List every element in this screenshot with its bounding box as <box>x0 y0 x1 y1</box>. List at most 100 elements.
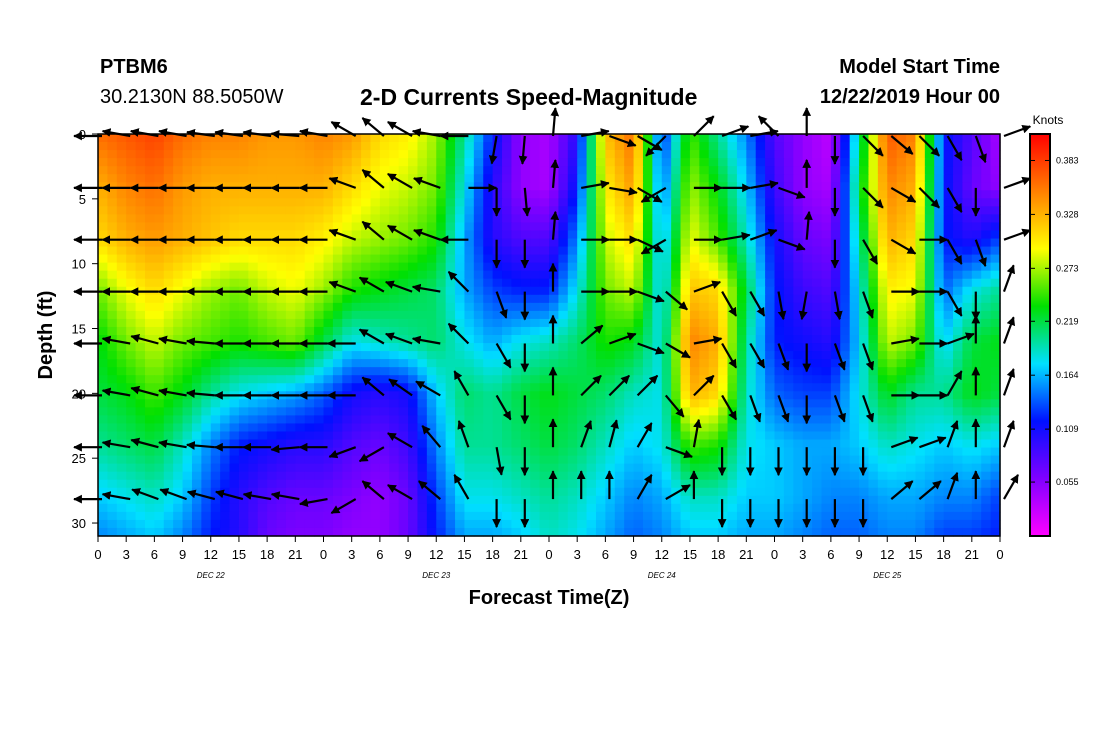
heatmap-cell <box>276 487 287 497</box>
heatmap-cell <box>492 431 503 441</box>
heatmap-cell <box>370 246 381 256</box>
heatmap-cell <box>257 206 268 215</box>
heatmap-cell <box>868 166 879 175</box>
heatmap-cell <box>652 238 663 248</box>
heatmap-cell <box>173 142 184 151</box>
heatmap-cell <box>934 471 945 481</box>
heatmap-cell <box>746 431 757 441</box>
heatmap-cell <box>539 415 550 425</box>
heatmap-cell <box>408 134 419 143</box>
heatmap-cell <box>276 230 287 240</box>
heatmap-cell <box>877 495 888 505</box>
heatmap-cell <box>953 230 964 240</box>
heatmap-cell <box>671 302 682 312</box>
heatmap-cell <box>624 415 635 425</box>
heatmap-cell <box>445 495 456 505</box>
heatmap-cell <box>502 222 513 232</box>
heatmap-cell <box>445 142 456 151</box>
heatmap-cell <box>426 158 437 167</box>
heatmap-cell <box>783 206 794 215</box>
heatmap-cell <box>361 463 372 473</box>
heatmap-cell <box>182 262 193 272</box>
heatmap-cell <box>530 302 541 312</box>
heatmap-cell <box>849 439 860 449</box>
heatmap-cell <box>426 439 437 449</box>
heatmap-cell <box>849 335 860 344</box>
heatmap-cell <box>633 278 644 288</box>
heatmap-cell <box>304 399 315 408</box>
heatmap-cell <box>530 166 541 175</box>
heatmap-cell <box>971 254 982 264</box>
heatmap-cell <box>934 495 945 505</box>
heatmap-cell <box>323 206 334 215</box>
heatmap-cell <box>962 326 973 336</box>
heatmap-cell <box>943 278 954 288</box>
heatmap-cell <box>793 254 804 264</box>
heatmap-cell <box>708 270 719 280</box>
heatmap-cell <box>154 455 165 465</box>
heatmap-cell <box>689 463 700 473</box>
heatmap-cell <box>426 326 437 336</box>
heatmap-cell <box>342 431 353 441</box>
heatmap-cell <box>426 278 437 288</box>
heatmap-cell <box>661 503 672 513</box>
heatmap-cell <box>455 527 466 537</box>
heatmap-cell <box>821 326 832 336</box>
heatmap-cell <box>436 503 447 513</box>
heatmap-cell <box>154 174 165 183</box>
heatmap-cell <box>229 431 240 441</box>
heatmap-cell <box>379 294 390 304</box>
heatmap-cell <box>163 463 174 473</box>
heatmap-cell <box>624 463 635 473</box>
heatmap-cell <box>633 230 644 240</box>
heatmap-cell <box>417 134 428 143</box>
heatmap-cell <box>398 326 409 336</box>
heatmap-cell <box>173 487 184 497</box>
heatmap-cell <box>671 519 682 529</box>
heatmap-cell <box>473 262 484 272</box>
heatmap-cell <box>689 254 700 264</box>
heatmap-cell <box>248 174 259 183</box>
heatmap-cell <box>351 174 362 183</box>
heatmap-cell <box>642 391 653 400</box>
heatmap-cell <box>285 142 296 151</box>
heatmap-cell <box>229 511 240 521</box>
heatmap-cell <box>98 214 108 224</box>
heatmap-cell <box>323 375 334 384</box>
heatmap-cell <box>417 503 428 513</box>
heatmap-cell <box>774 270 785 280</box>
heatmap-cell <box>567 415 578 425</box>
heatmap-cell <box>549 198 559 207</box>
heatmap-cell <box>464 206 475 215</box>
heatmap-cell <box>154 158 165 167</box>
heatmap-cell <box>577 351 588 360</box>
heatmap-cell <box>220 351 231 360</box>
heatmap-cell <box>295 487 306 497</box>
heatmap-cell <box>116 335 127 344</box>
heatmap-cell <box>323 182 334 191</box>
heatmap-cell <box>144 142 155 151</box>
heatmap-cell <box>436 326 447 336</box>
heatmap-cell <box>229 182 240 191</box>
heatmap-cell <box>332 134 343 143</box>
heatmap-cell <box>116 142 127 151</box>
heatmap-cell <box>483 503 494 513</box>
heatmap-cell <box>877 359 888 368</box>
heatmap-cell <box>445 503 456 513</box>
heatmap-cell <box>238 463 249 473</box>
heatmap-cell <box>821 511 832 521</box>
heatmap-cell <box>126 206 137 215</box>
heatmap-cell <box>802 270 813 280</box>
heatmap-cell <box>981 222 992 232</box>
heatmap-cell <box>924 158 935 167</box>
heatmap-cell <box>191 278 202 288</box>
heatmap-cell <box>727 391 738 400</box>
heatmap-cell <box>915 471 926 481</box>
heatmap-cell <box>783 447 794 457</box>
heatmap-cell <box>812 158 823 167</box>
heatmap-cell <box>220 230 231 240</box>
heatmap-cell <box>483 511 494 521</box>
heatmap-cell <box>455 262 466 272</box>
heatmap-cell <box>868 471 879 481</box>
heatmap-cell <box>314 302 325 312</box>
